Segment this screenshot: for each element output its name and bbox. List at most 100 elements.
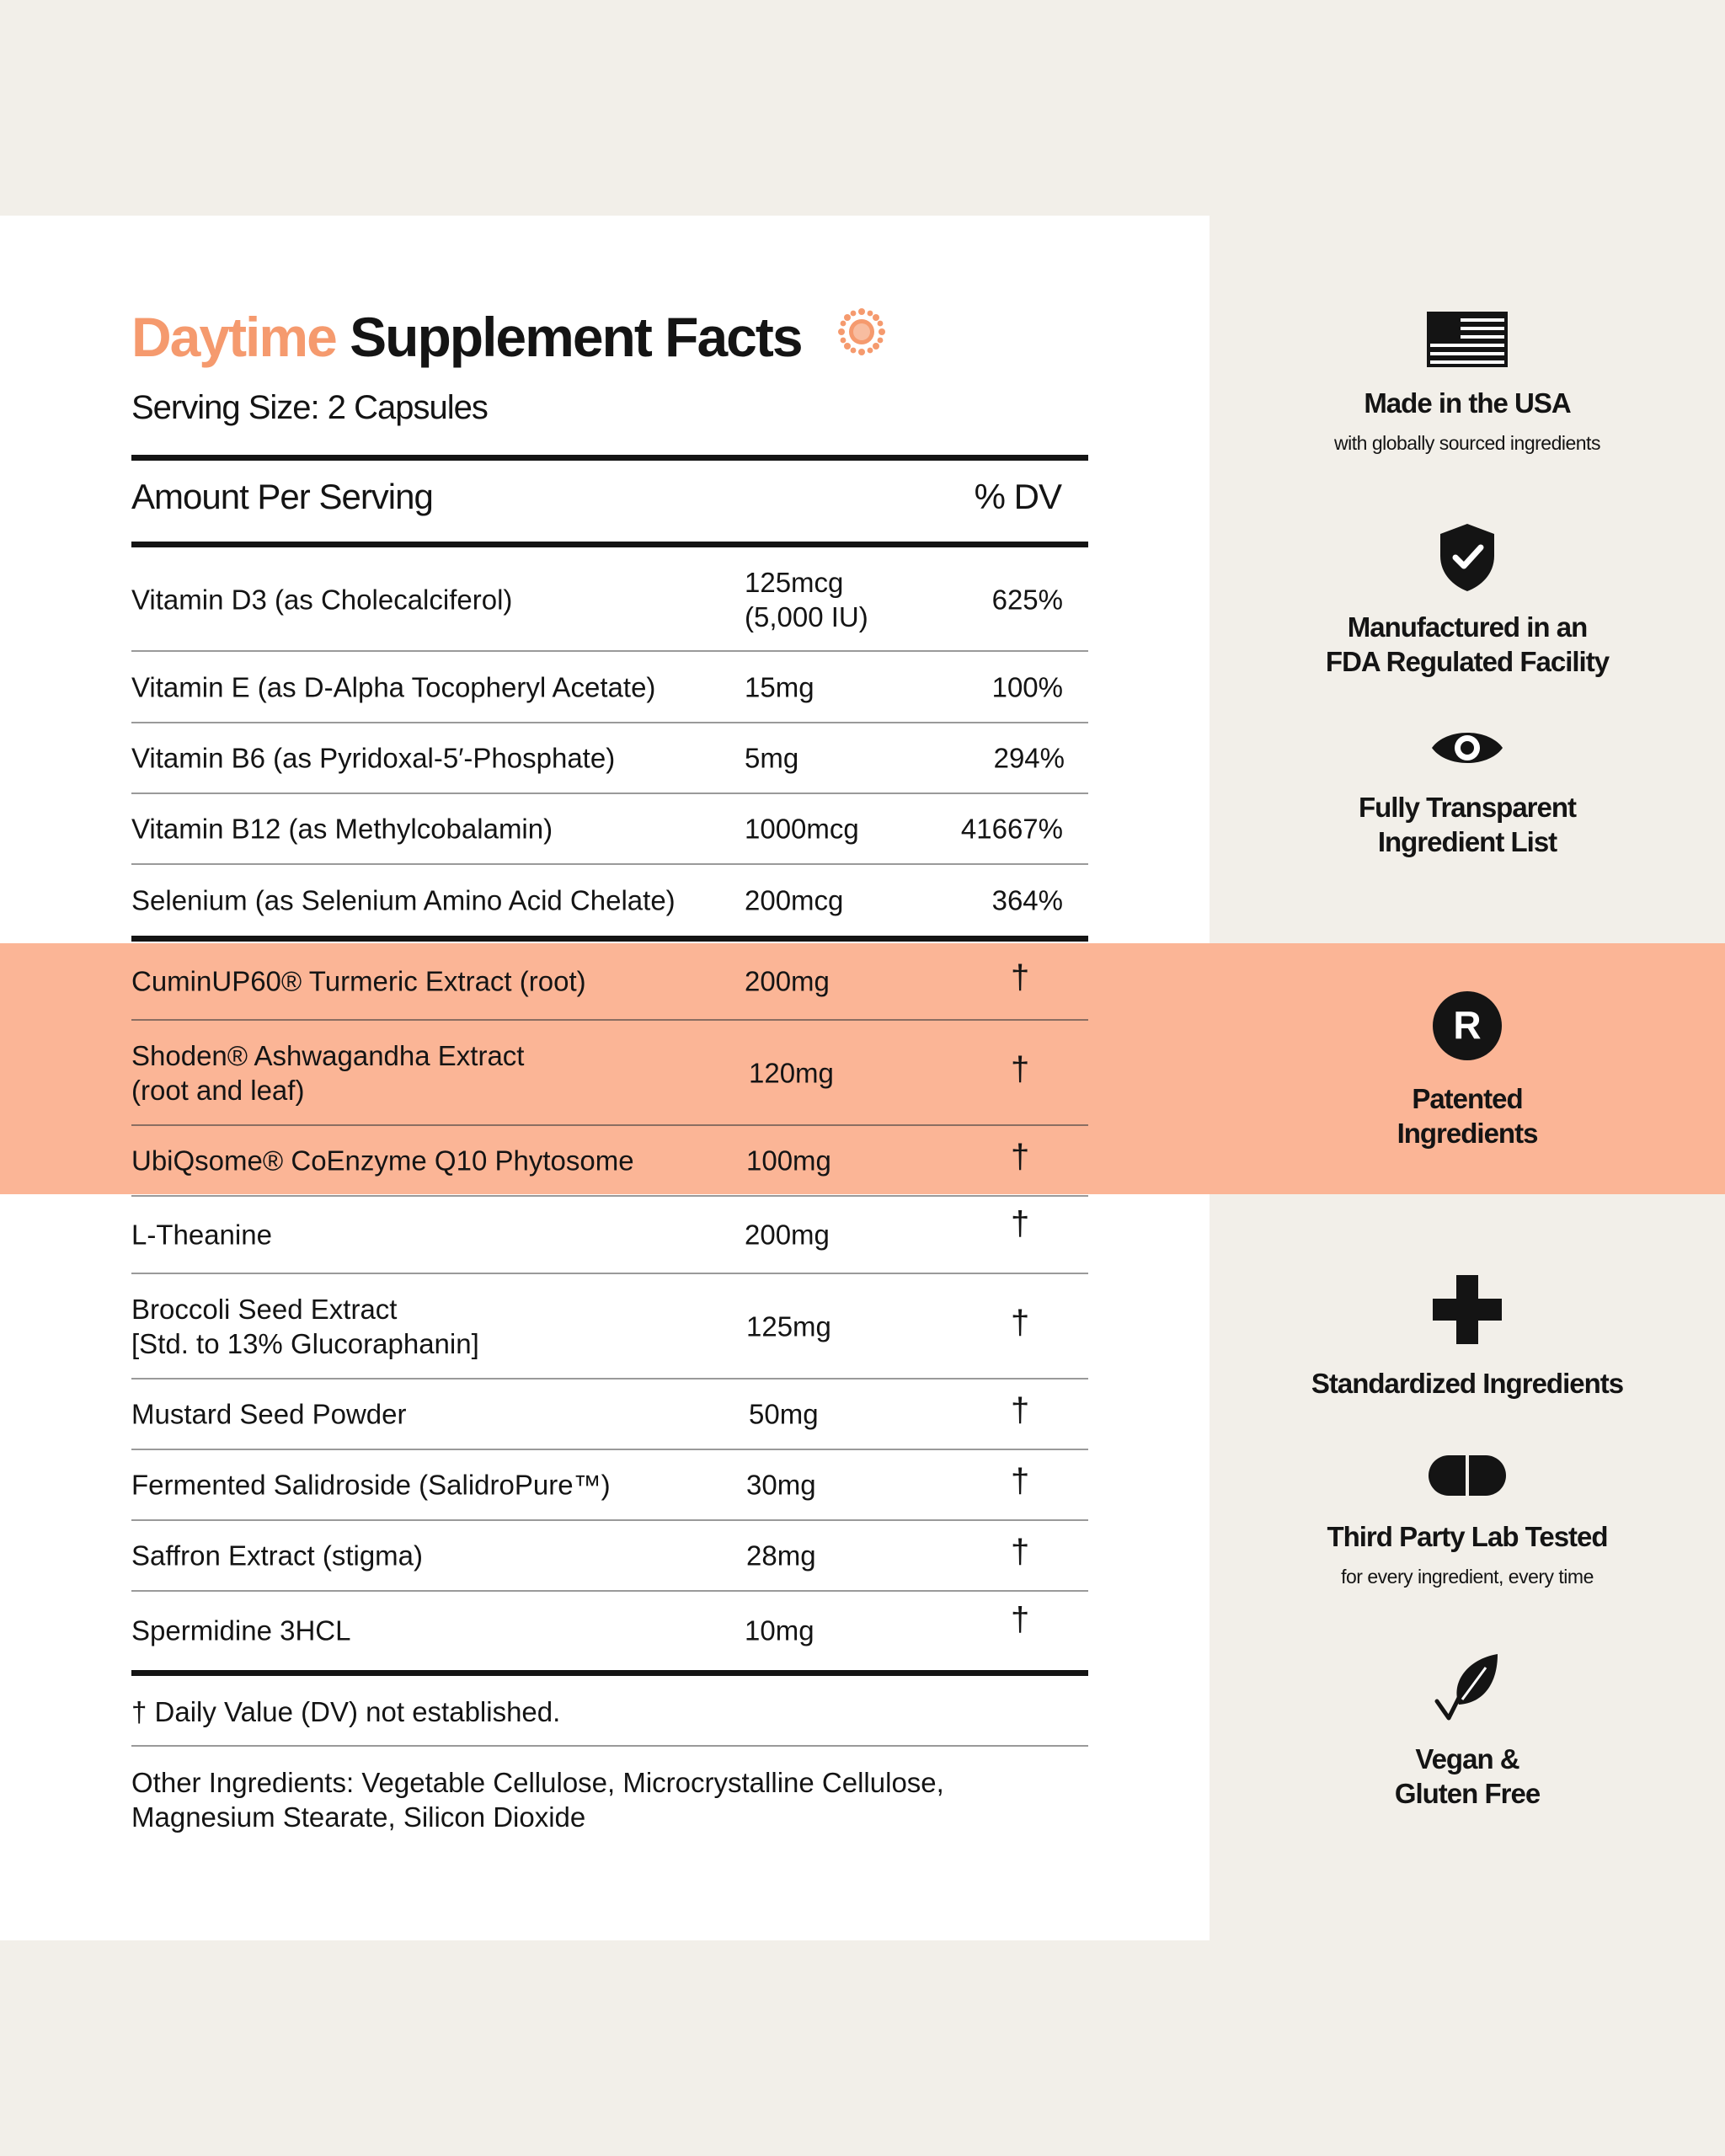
feature-subtitle: with globally sourced ingredients bbox=[1334, 432, 1600, 454]
divider bbox=[131, 1590, 1088, 1592]
ingredient-name: L-Theanine bbox=[131, 1219, 272, 1251]
title-line-2: Ingredient List bbox=[1377, 826, 1557, 857]
ingredient-name: Shoden® Ashwagandha Extract (root and lea… bbox=[131, 1038, 524, 1107]
ingredient-name: UbiQsome® CoEnzyme Q10 Phytosome bbox=[131, 1145, 634, 1177]
ingredient-amount: 30mg bbox=[746, 1469, 816, 1501]
ingredient-name: Vitamin D3 (as Cholecalciferol) bbox=[131, 584, 513, 616]
table-row: CuminUP60® Turmeric Extract (root) 200mg… bbox=[131, 943, 1088, 1019]
ingredient-name: Fermented Salidroside (SalidroPure™) bbox=[131, 1469, 611, 1501]
shield-check-icon bbox=[1440, 524, 1494, 591]
amount-line: 125mcg bbox=[745, 567, 844, 598]
feature-standardized: Standardized Ingredients bbox=[1272, 1275, 1663, 1401]
title-line-2: Gluten Free bbox=[1394, 1778, 1541, 1809]
other-ingredients: Other Ingredients: Vegetable Cellulose, … bbox=[131, 1765, 944, 1834]
divider bbox=[131, 455, 1088, 461]
title-line-1: Manufactured in an bbox=[1347, 611, 1589, 643]
title-main: Supplement Facts bbox=[350, 306, 803, 368]
divider bbox=[131, 650, 1088, 652]
ingredient-amount: 10mg bbox=[745, 1614, 814, 1646]
table-row: Vitamin E (as D-Alpha Tocopheryl Acetate… bbox=[131, 653, 1088, 722]
divider bbox=[131, 1745, 1088, 1747]
ingredient-amount: 120mg bbox=[749, 1057, 834, 1088]
ingredient-name: Vitamin E (as D-Alpha Tocopheryl Acetate… bbox=[131, 671, 656, 703]
sun-icon bbox=[837, 303, 886, 371]
plus-icon bbox=[1433, 1275, 1502, 1344]
title-line-1: Fully Transparent bbox=[1358, 792, 1577, 823]
header-amount-per-serving: Amount Per Serving bbox=[131, 477, 434, 516]
divider bbox=[131, 936, 1088, 942]
divider bbox=[131, 1019, 1088, 1021]
feature-title: Manufactured in an FDA Regulated Facilit… bbox=[1272, 610, 1663, 679]
name-line-2: [Std. to 13% Glucoraphanin] bbox=[131, 1327, 479, 1359]
dv-footnote: † Daily Value (DV) not established. bbox=[131, 1696, 561, 1727]
dagger-mark: † bbox=[1011, 1533, 1030, 1571]
page-title: Daytime Supplement Facts bbox=[131, 303, 886, 376]
dagger-mark: † bbox=[1011, 958, 1030, 996]
feature-vegan: Vegan & Gluten Free bbox=[1272, 1652, 1663, 1811]
ingredient-amount: 1000mcg bbox=[745, 813, 859, 845]
registered-icon: R bbox=[1433, 991, 1502, 1060]
dagger-mark: † bbox=[1011, 1049, 1030, 1087]
ingredient-name: Mustard Seed Powder bbox=[131, 1398, 407, 1430]
table-row: Broccoli Seed Extract [Std. to 13% Glucor… bbox=[131, 1274, 1088, 1378]
feature-subtitle: for every ingredient, every time bbox=[1341, 1566, 1594, 1588]
ingredient-amount: 200mg bbox=[745, 1219, 830, 1251]
name-line: Shoden® Ashwagandha Extract bbox=[131, 1039, 525, 1071]
feature-lab-tested: Third Party Lab Tested for every ingredi… bbox=[1272, 1455, 1663, 1588]
name-line: Broccoli Seed Extract bbox=[131, 1293, 398, 1325]
ingredient-amount: 125mcg (5,000 IU) bbox=[745, 565, 868, 634]
feature-title: Standardized Ingredients bbox=[1311, 1368, 1624, 1399]
feature-patented: R Patented Ingredients bbox=[1272, 990, 1663, 1150]
ingredient-dv: 625% bbox=[991, 584, 1063, 616]
amount-line-2: (5,000 IU) bbox=[745, 601, 868, 632]
dagger-mark: † bbox=[1011, 1138, 1030, 1176]
ingredient-amount: 200mcg bbox=[745, 884, 844, 916]
table-row: Mustard Seed Powder 50mg † bbox=[131, 1380, 1088, 1449]
feature-fda-facility: Manufactured in an FDA Regulated Facilit… bbox=[1272, 522, 1663, 679]
ingredient-dv: 294% bbox=[993, 742, 1065, 774]
table-row: Selenium (as Selenium Amino Acid Chelate… bbox=[131, 865, 1088, 936]
feature-title: Third Party Lab Tested bbox=[1327, 1521, 1608, 1552]
eye-icon bbox=[1432, 733, 1503, 763]
feature-title: Fully Transparent Ingredient List bbox=[1272, 790, 1663, 859]
ingredient-amount: 125mg bbox=[746, 1310, 831, 1342]
divider bbox=[131, 1670, 1088, 1676]
ingredient-dv: 100% bbox=[991, 671, 1063, 703]
feature-transparent-list: Fully Transparent Ingredient List bbox=[1272, 723, 1663, 859]
table-row: Vitamin B6 (as Pyridoxal-5′-Phosphate) 5… bbox=[131, 723, 1088, 792]
title-line-1: Patented bbox=[1412, 1083, 1523, 1114]
table-row: L-Theanine 200mg † bbox=[131, 1197, 1088, 1273]
ingredient-name: Broccoli Seed Extract [Std. to 13% Glucor… bbox=[131, 1292, 479, 1361]
table-row: UbiQsome® CoEnzyme Q10 Phytosome 100mg † bbox=[131, 1126, 1088, 1195]
divider bbox=[131, 863, 1088, 865]
svg-text:R: R bbox=[1453, 1003, 1481, 1047]
dagger-mark: † bbox=[1011, 1462, 1030, 1500]
divider bbox=[131, 1519, 1088, 1521]
other-ingredients-line-1: Other Ingredients: Vegetable Cellulose, … bbox=[131, 1767, 944, 1798]
header-dv: % DV bbox=[974, 477, 1062, 516]
title-line-2: FDA Regulated Facility bbox=[1325, 646, 1610, 677]
dagger-mark: † bbox=[1011, 1601, 1030, 1639]
ingredient-name: CuminUP60® Turmeric Extract (root) bbox=[131, 965, 586, 997]
title-line-1: Vegan & bbox=[1415, 1743, 1519, 1774]
ingredient-dv: 41667% bbox=[960, 813, 1063, 845]
feature-title: Vegan & Gluten Free bbox=[1272, 1742, 1663, 1811]
ingredient-name: Vitamin B6 (as Pyridoxal-5′-Phosphate) bbox=[131, 742, 616, 774]
divider bbox=[131, 1378, 1088, 1380]
table-row: Vitamin B12 (as Methylcobalamin) 1000mcg… bbox=[131, 794, 1088, 863]
title-accent: Daytime bbox=[131, 306, 338, 368]
dagger-mark: † bbox=[1011, 1303, 1030, 1341]
table-row: Vitamin D3 (as Cholecalciferol) 125mcg (5… bbox=[131, 549, 1088, 650]
table-row: Fermented Salidroside (SalidroPure™) 30m… bbox=[131, 1450, 1088, 1519]
ingredient-amount: 28mg bbox=[746, 1540, 816, 1572]
table-row: Saffron Extract (stigma) 28mg † bbox=[131, 1521, 1088, 1590]
other-ingredients-line-2: Magnesium Stearate, Silicon Dioxide bbox=[131, 1801, 586, 1833]
dagger-mark: † bbox=[1011, 1205, 1030, 1243]
feature-made-in-usa: Made in the USA with globally sourced in… bbox=[1272, 312, 1663, 455]
feature-title: Patented Ingredients bbox=[1272, 1081, 1663, 1150]
feature-title: Made in the USA bbox=[1364, 387, 1571, 419]
ingredient-amount: 200mg bbox=[745, 965, 830, 997]
divider bbox=[131, 1273, 1088, 1274]
title-line-2: Ingredients bbox=[1397, 1118, 1539, 1149]
table-row: Spermidine 3HCL 10mg † bbox=[131, 1592, 1088, 1669]
